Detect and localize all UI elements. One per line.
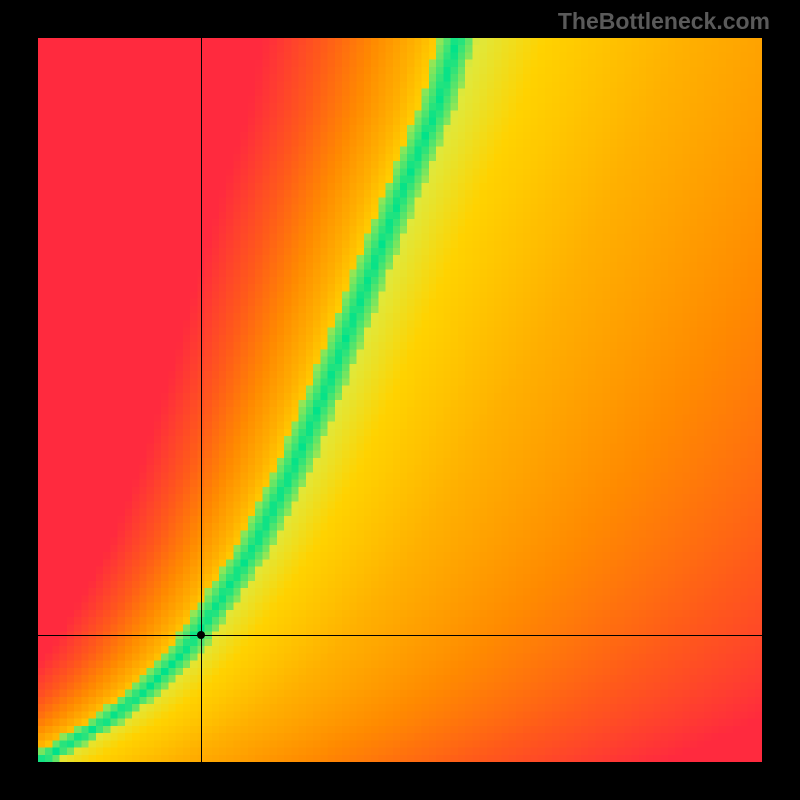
crosshair-horizontal [38, 635, 762, 636]
heatmap-canvas [38, 38, 762, 762]
crosshair-vertical [201, 38, 202, 762]
crosshair-marker-dot [197, 631, 205, 639]
attribution-text: TheBottleneck.com [558, 8, 770, 35]
heatmap-plot [38, 38, 762, 762]
